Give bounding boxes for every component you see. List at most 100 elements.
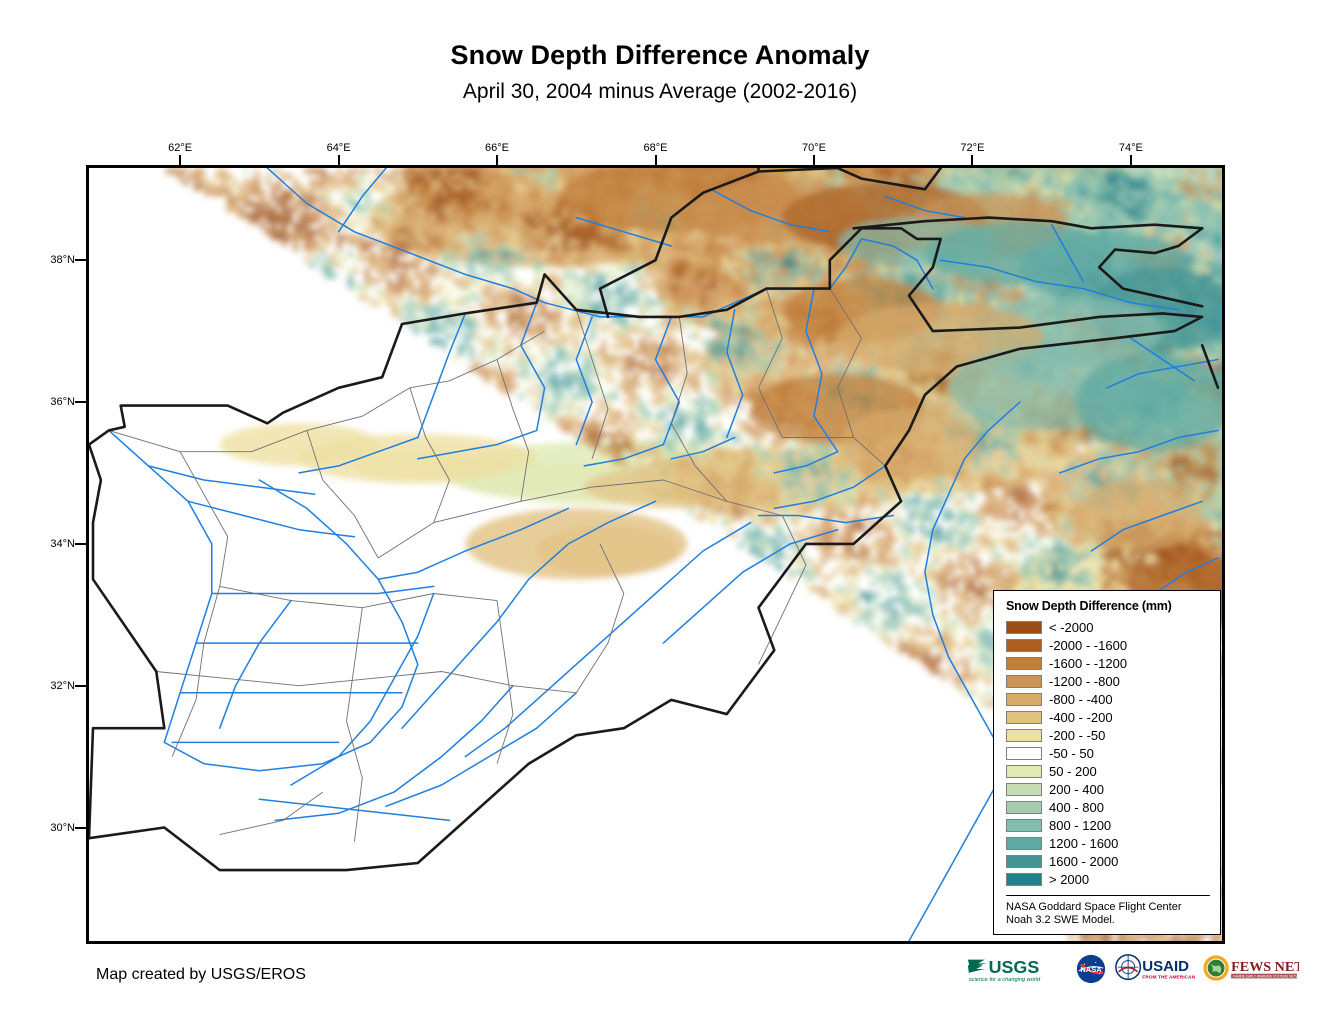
anomaly-cell <box>765 278 772 285</box>
anomaly-cell <box>600 360 607 367</box>
anomaly-cell <box>331 272 338 279</box>
anomaly-cell <box>523 322 530 329</box>
anomaly-cell <box>732 283 739 290</box>
anomaly-cell <box>463 239 470 246</box>
anomaly-cell <box>705 432 712 439</box>
anomaly-cell <box>1084 223 1091 230</box>
anomaly-cell <box>727 388 734 395</box>
anomaly-cell <box>628 382 635 389</box>
anomaly-cell <box>562 382 569 389</box>
anomaly-cell <box>782 256 789 263</box>
anomaly-cell <box>534 267 541 274</box>
anomaly-cell <box>210 184 217 191</box>
anomaly-cell <box>1024 184 1031 191</box>
anomaly-cell <box>567 388 574 395</box>
anomaly-cell <box>369 206 376 213</box>
anomaly-cell <box>589 388 596 395</box>
anomaly-cell <box>413 300 420 307</box>
anomaly-cell <box>457 245 464 252</box>
anomaly-cell <box>760 311 767 318</box>
anomaly-cell <box>468 212 475 219</box>
anomaly-cell <box>738 404 745 411</box>
anomaly-cell <box>1205 223 1212 230</box>
anomaly-cell <box>347 272 354 279</box>
anomaly-cell <box>518 349 525 356</box>
anomaly-cell <box>243 168 250 175</box>
anomaly-cell <box>705 338 712 345</box>
map-raster-canvas[interactable] <box>89 168 1222 941</box>
anomaly-cell <box>1068 173 1075 180</box>
anomaly-cell <box>259 206 266 213</box>
anomaly-cell <box>358 239 365 246</box>
anomaly-cell <box>199 179 206 186</box>
anomaly-cell <box>270 206 277 213</box>
anomaly-cell <box>732 300 739 307</box>
anomaly-cell <box>512 256 519 263</box>
anomaly-cell <box>254 206 261 213</box>
anomaly-cell <box>661 272 668 279</box>
anomaly-cell <box>787 360 794 367</box>
anomaly-cell <box>1046 173 1053 180</box>
anomaly-cell <box>303 234 310 241</box>
anomaly-cell <box>468 344 475 351</box>
anomaly-cell <box>408 212 415 219</box>
anomaly-cell <box>589 360 596 367</box>
anomaly-cell <box>710 426 717 433</box>
anomaly-cell <box>936 289 943 296</box>
anomaly-cell <box>562 421 569 428</box>
anomaly-cell <box>331 228 338 235</box>
anomaly-cell <box>573 404 580 411</box>
anomaly-cell <box>584 382 591 389</box>
anomaly-cell <box>837 366 844 373</box>
anomaly-cell <box>254 184 261 191</box>
anomaly-cell <box>556 206 563 213</box>
map-frame[interactable]: Snow Depth Difference (mm) < -2000 -2000 … <box>86 165 1225 944</box>
anomaly-cell <box>325 184 332 191</box>
anomaly-cell <box>661 267 668 274</box>
anomaly-cell <box>567 217 574 224</box>
anomaly-cell <box>496 322 503 329</box>
anomaly-cell <box>655 432 662 439</box>
anomaly-cell <box>545 278 552 285</box>
anomaly-cell <box>710 300 717 307</box>
anomaly-cell <box>545 206 552 213</box>
anomaly-cell <box>617 322 624 329</box>
anomaly-cell <box>738 338 745 345</box>
anomaly-cell <box>457 250 464 257</box>
anomaly-cell <box>820 366 827 373</box>
anomaly-cell <box>386 212 393 219</box>
anomaly-cell <box>1040 179 1047 186</box>
anomaly-cell <box>672 388 679 395</box>
anomaly-cell <box>485 228 492 235</box>
anomaly-cell <box>1090 184 1097 191</box>
anomaly-cell <box>413 201 420 208</box>
anomaly-cell <box>474 217 481 224</box>
anomaly-cell <box>584 272 591 279</box>
anomaly-cell <box>501 195 508 202</box>
anomaly-cell <box>732 432 739 439</box>
anomaly-cell <box>276 184 283 191</box>
anomaly-cell <box>523 184 530 191</box>
anomaly-cell <box>578 300 585 307</box>
anomaly-cell <box>292 228 299 235</box>
anomaly-cell <box>771 245 778 252</box>
anomaly-cell <box>1057 195 1064 202</box>
anomaly-cell <box>424 195 431 202</box>
anomaly-cell <box>661 239 668 246</box>
anomaly-cell <box>743 261 750 268</box>
anomaly-cell <box>523 349 530 356</box>
anomaly-cell <box>474 173 481 180</box>
anomaly-cell <box>721 300 728 307</box>
anomaly-cell <box>617 261 624 268</box>
anomaly-cell <box>985 283 992 290</box>
anomaly-cell <box>716 322 723 329</box>
anomaly-cell <box>903 377 910 384</box>
anomaly-cell <box>644 267 651 274</box>
anomaly-cell <box>518 338 525 345</box>
anomaly-cell <box>639 366 646 373</box>
anomaly-cell <box>562 217 569 224</box>
anomaly-cell <box>617 267 624 274</box>
anomaly-cell <box>347 250 354 257</box>
anomaly-cell <box>1211 366 1218 373</box>
anomaly-cell <box>633 239 640 246</box>
